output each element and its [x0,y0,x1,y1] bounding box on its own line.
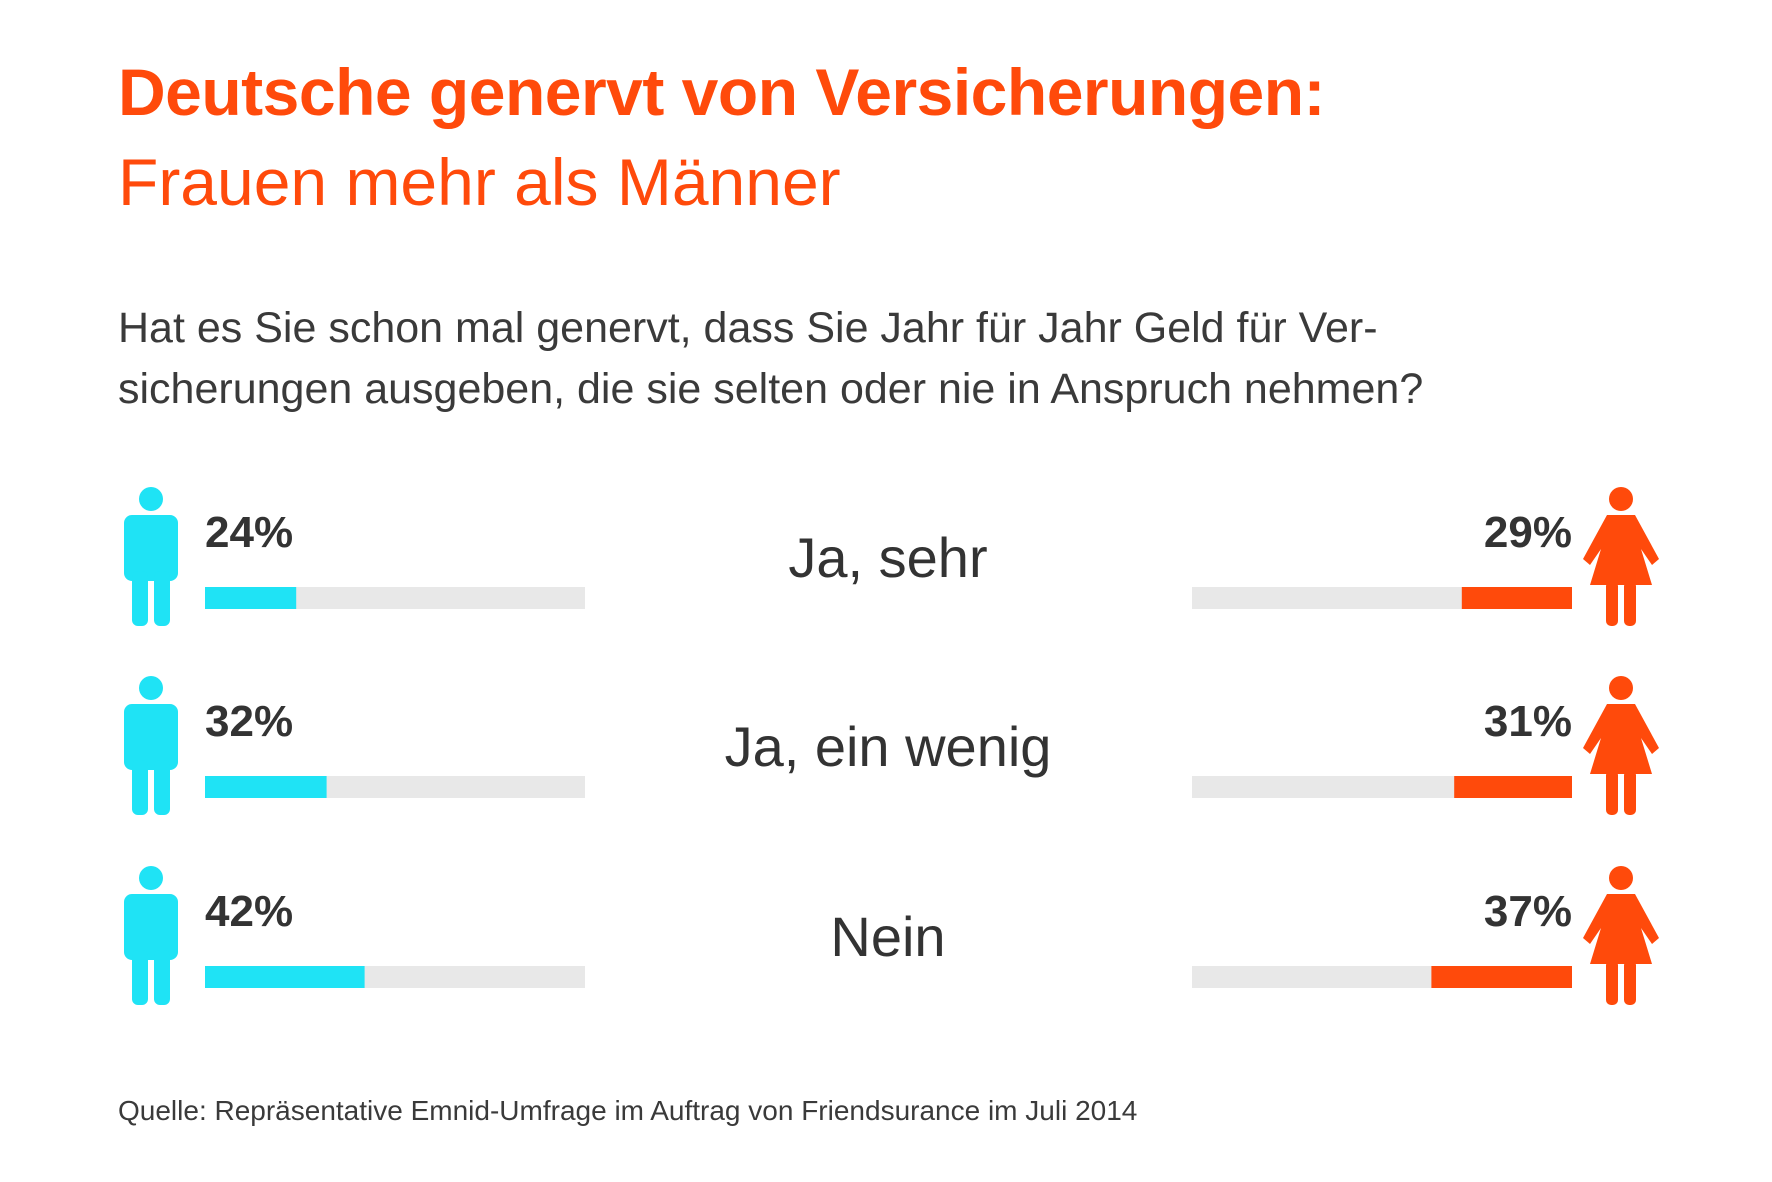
bar-men [205,587,297,609]
survey-question: Hat es Sie schon mal genervt, dass Sie J… [118,298,1678,420]
value-label-men: 32% [205,697,293,746]
value-label-men: 24% [205,508,293,557]
bar-men [205,776,327,798]
source-note: Quelle: Repräsentative Emnid-Umfrage im … [118,1095,1138,1126]
chart-subtitle: Frauen mehr als Männer [118,145,841,219]
male-person-icon [124,866,178,1005]
value-label-men: 42% [205,887,293,936]
value-label-women: 37% [1484,887,1572,936]
bar-women [1431,966,1572,988]
female-person-icon [1583,487,1659,626]
female-person-icon [1583,676,1659,815]
chart-title: Deutsche genervt von Versicherungen: [118,55,1326,129]
category-label: Nein [830,905,945,968]
survey-question-line-2: sicherungen ausgeben, die sie selten ode… [118,365,1424,413]
survey-question-line-1: Hat es Sie schon mal genervt, dass Sie J… [118,304,1378,352]
bar-men [205,966,365,988]
bar-women [1454,776,1572,798]
gender-comparison-chart: 24% Ja, sehr 29% 32% Ja, ein wenig 31% 42% Nein… [124,487,1659,1005]
bar-women [1461,587,1572,609]
male-person-icon [124,676,178,815]
bar-track-men [205,587,585,609]
value-label-women: 31% [1484,697,1572,746]
category-label: Ja, sehr [788,526,987,589]
value-label-women: 29% [1484,508,1572,557]
male-person-icon [124,487,178,626]
category-label: Ja, ein wenig [725,715,1052,778]
female-person-icon [1583,866,1659,1005]
